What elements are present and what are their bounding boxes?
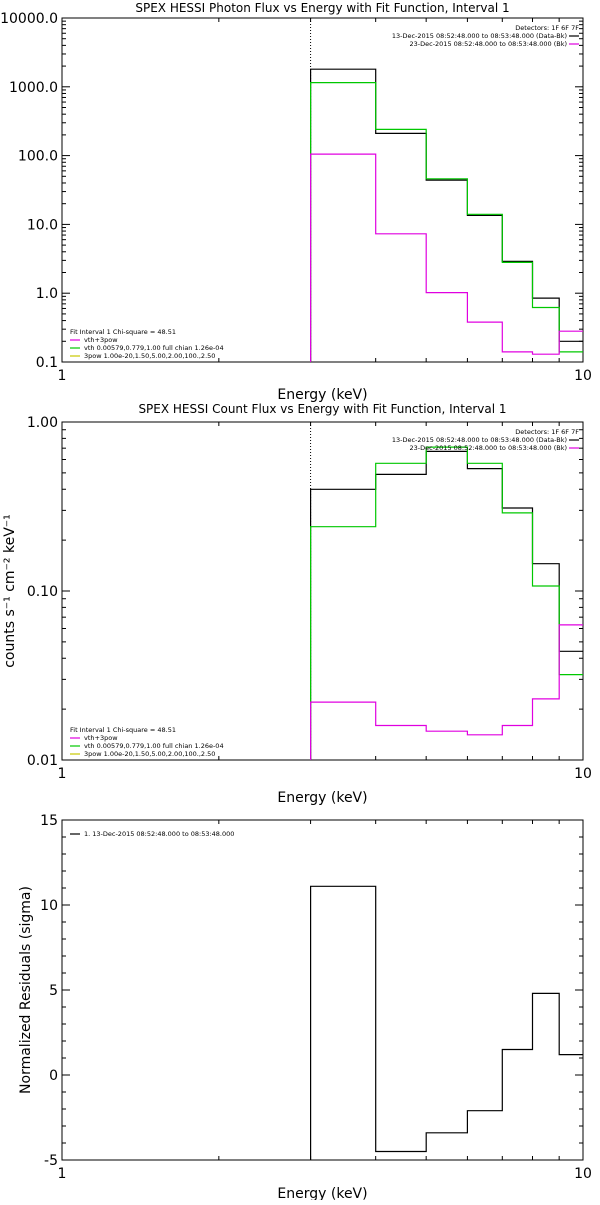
legend-entry: 13-Dec-2015 08:52:48.000 to 08:53:48.000… (392, 32, 567, 40)
series-line-1 (310, 885, 583, 1160)
legend-entry: 13-Dec-2015 08:52:48.000 to 08:53:48.000… (392, 436, 567, 444)
chart-panel-1: 1 10 0.1 1.0 10.0 100.0 1000.0 10000.0 SPEX HESS… (0, 1, 592, 403)
legend-entry: vth 0.00579,0.779,1.00 full chian 1.26e-… (84, 742, 224, 750)
y-tick-label: 0.1 (36, 355, 58, 371)
chart-title: SPEX HESSI Photon Flux vs Energy with Fi… (135, 1, 509, 15)
y-tick-label: 100.0 (18, 149, 58, 165)
legend-header: Fit Interval 1 Chi-square = 48.51 (70, 328, 176, 336)
plot-frame (61, 819, 584, 1161)
series-line-1 (310, 450, 583, 760)
x-tick-label: 1 (58, 1166, 67, 1182)
plot-frame (61, 421, 584, 761)
y-tick-label: 10000.0 (0, 11, 58, 27)
x-tick-label: 10 (574, 766, 592, 782)
chart-panel-3: 1 10 -5 0 5 10 15 Energy (keV) Normalized Residu… (18, 813, 592, 1202)
x-tick-label: 10 (574, 1166, 592, 1182)
y-tick-label: 10 (40, 898, 58, 914)
legend-entry: 23-Dec-2015 08:52:48.000 to 08:53:48.000… (410, 444, 568, 452)
y-tick-label: 10.0 (27, 217, 58, 233)
series-line-2 (310, 446, 583, 760)
series-line-3 (310, 153, 583, 362)
x-tick-label: 10 (574, 368, 592, 384)
legend-entry: 3pow 1.00e-20,1.50,5.00,2.00,100.,2.50 (84, 352, 215, 360)
chart-panel-2: 1 10 0.01 0.10 1.00 SPEX HESSI Count Flux vs … (2, 402, 592, 806)
y-axis-label: counts s⁻¹ cm⁻² keV⁻¹ (2, 514, 18, 668)
y-tick-label: 1000.0 (9, 80, 58, 96)
series-line-2 (310, 82, 583, 362)
legend-entry: vth+3pow (84, 734, 118, 742)
y-tick-label: 15 (40, 813, 58, 829)
legend-entry: 23-Dec-2015 08:52:48.000 to 08:53:48.000… (410, 40, 568, 48)
y-tick-label: 5 (49, 983, 58, 999)
y-tick-label: 0.10 (27, 584, 58, 600)
x-axis-label: Energy (keV) (277, 387, 367, 403)
legend-header: Detectors: 1F 6F 7F (515, 428, 579, 436)
x-tick-label: 1 (58, 368, 67, 384)
legend-entry: vth 0.00579,0.779,1.00 full chian 1.26e-… (84, 344, 224, 352)
y-tick-label: 0.01 (27, 753, 58, 769)
legend-entry: vth+3pow (84, 336, 118, 344)
plot-frame (61, 17, 584, 363)
y-axis-label: Normalized Residuals (sigma) (18, 886, 34, 1094)
legend-entry: 3pow 1.00e-20,1.50,5.00,2.00,100.,2.50 (84, 750, 215, 758)
legend-header: Fit Interval 1 Chi-square = 48.51 (70, 726, 176, 734)
series-line-1 (310, 68, 583, 362)
y-tick-label: 1.0 (36, 286, 58, 302)
chart-title: SPEX HESSI Count Flux vs Energy with Fit… (138, 402, 506, 416)
x-tick-label: 1 (58, 766, 67, 782)
series-line-3 (310, 624, 583, 760)
y-tick-label: -5 (44, 1153, 58, 1169)
x-axis-label: Energy (keV) (277, 790, 367, 806)
y-tick-label: 0 (49, 1068, 58, 1084)
y-tick-label: 1.00 (27, 415, 58, 431)
x-axis-label: Energy (keV) (277, 1186, 367, 1200)
legend-entry: 1. 13-Dec-2015 08:52:48.000 to 08:53:48.… (84, 830, 234, 838)
legend-header: Detectors: 1F 6F 7F (515, 24, 579, 32)
